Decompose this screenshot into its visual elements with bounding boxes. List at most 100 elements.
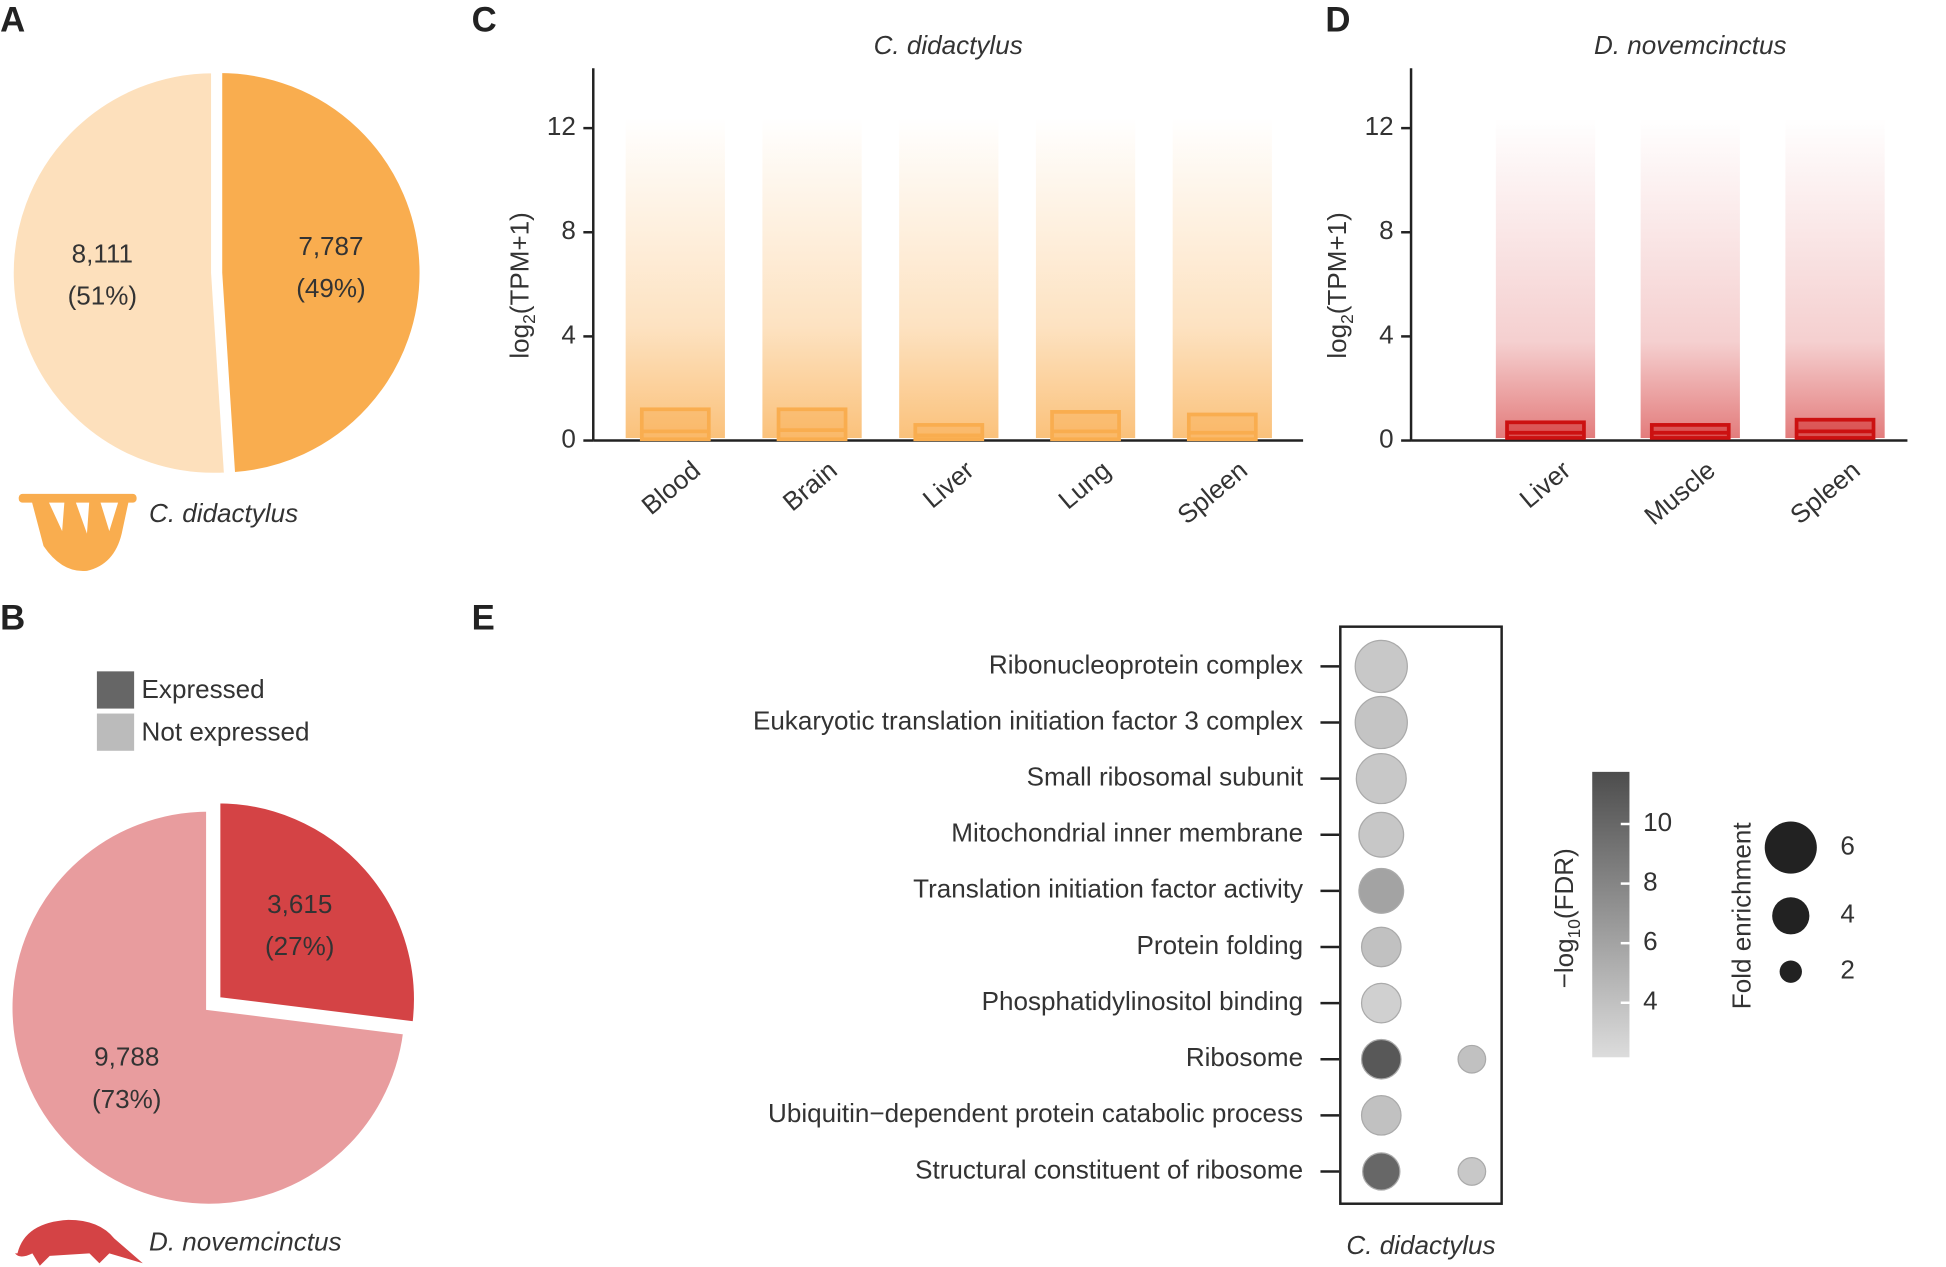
y-tick-label: 4 bbox=[1379, 319, 1394, 349]
label-sub: 10 bbox=[1563, 919, 1583, 938]
dot bbox=[1358, 811, 1405, 858]
y-tick-label: 12 bbox=[547, 111, 576, 141]
dot bbox=[1360, 982, 1402, 1024]
colorbar bbox=[1592, 771, 1630, 1058]
pie-slice bbox=[215, 798, 419, 1027]
legend-label: Not expressed bbox=[142, 716, 310, 746]
label-suffix: (TPM+1) bbox=[1322, 212, 1352, 314]
legend-label: Expressed bbox=[142, 674, 265, 704]
percent-label: (51%) bbox=[68, 281, 137, 311]
y-tick-label: 4 bbox=[561, 319, 576, 349]
label-sub: 2 bbox=[519, 314, 539, 324]
y-tick-label: 12 bbox=[1365, 111, 1394, 141]
point-cloud bbox=[1495, 117, 1596, 439]
x-tick-label: Spleen bbox=[1784, 455, 1865, 530]
label-text: log bbox=[1322, 324, 1352, 359]
armadillo-icon bbox=[14, 1219, 143, 1266]
y-tick-label: Translation initiation factor activity bbox=[913, 874, 1303, 904]
x-tick-label: Brain bbox=[777, 455, 843, 517]
box bbox=[1505, 420, 1586, 440]
y-tick-label: 8 bbox=[561, 215, 576, 245]
point-cloud bbox=[1640, 117, 1740, 439]
dot bbox=[1360, 1094, 1402, 1136]
pie-slice bbox=[8, 68, 230, 478]
chart-title: D. novemcinctus bbox=[1594, 30, 1787, 60]
size-legend-dot bbox=[1764, 821, 1817, 874]
size-legend-dot bbox=[1772, 897, 1810, 935]
chart-title: C. didactylus bbox=[874, 30, 1023, 60]
panel-letter: D bbox=[1325, 2, 1350, 40]
y-tick-label: 0 bbox=[561, 423, 576, 453]
box bbox=[776, 407, 848, 442]
box bbox=[1186, 412, 1258, 442]
dot bbox=[1358, 867, 1405, 914]
value-label: 8,111 bbox=[72, 238, 133, 268]
colorbar-tick-label: 6 bbox=[1643, 926, 1658, 956]
panel-letter: E bbox=[472, 600, 495, 638]
dot bbox=[1354, 639, 1408, 694]
y-tick-label: Mitochondrial inner membrane bbox=[951, 818, 1303, 848]
y-tick-label: Ribonucleoprotein complex bbox=[989, 649, 1303, 679]
box bbox=[1794, 417, 1876, 440]
value-label: 7,787 bbox=[298, 231, 363, 261]
dot bbox=[1360, 926, 1402, 968]
point-cloud bbox=[1785, 117, 1885, 439]
y-tick-label: Phosphatidylinositol binding bbox=[982, 986, 1303, 1016]
dot bbox=[1362, 1152, 1401, 1191]
x-tick-label: Blood bbox=[636, 455, 706, 521]
pie-slice bbox=[217, 68, 425, 478]
panel-letter: C bbox=[472, 2, 497, 40]
size-legend-label: 6 bbox=[1840, 830, 1855, 860]
y-tick-label: Small ribosomal subunit bbox=[1027, 761, 1304, 791]
colorbar-tick-label: 4 bbox=[1643, 986, 1658, 1016]
y-tick-label: Ribosome bbox=[1186, 1042, 1303, 1072]
y-tick-label: 8 bbox=[1379, 215, 1394, 245]
y-tick-label: Ubiquitin−dependent protein catabolic pr… bbox=[768, 1098, 1303, 1128]
x-tick-label: Spleen bbox=[1172, 455, 1253, 530]
label-sub: 2 bbox=[1336, 314, 1356, 324]
value-label: 3,615 bbox=[267, 889, 332, 919]
box bbox=[1050, 410, 1121, 442]
label-text: log bbox=[504, 324, 534, 359]
x-label: C. didactylus bbox=[1346, 1230, 1495, 1260]
axis-label: log2(TPM+1) bbox=[504, 212, 538, 358]
axis-label: log2(TPM+1) bbox=[1322, 212, 1356, 358]
point-cloud bbox=[762, 117, 862, 439]
label-suffix: (TPM+1) bbox=[504, 212, 534, 314]
percent-label: (27%) bbox=[265, 931, 334, 961]
sloth-icon bbox=[18, 493, 137, 572]
size-legend-label: 2 bbox=[1840, 955, 1855, 985]
axis-label: −log10(FDR) bbox=[1549, 848, 1583, 988]
legend-swatch bbox=[96, 713, 135, 751]
x-tick-label: Liver bbox=[917, 455, 980, 514]
size-legend-title: Fold enrichment bbox=[1726, 822, 1756, 1010]
dot bbox=[1354, 695, 1408, 750]
species-label: D. novemcinctus bbox=[149, 1226, 342, 1256]
point-cloud bbox=[625, 117, 725, 439]
y-tick-label: Structural constituent of ribosome bbox=[915, 1154, 1303, 1184]
value-label: 9,788 bbox=[94, 1042, 159, 1072]
panel-letter: B bbox=[0, 600, 25, 638]
colorbar-tick-label: 10 bbox=[1643, 807, 1672, 837]
point-cloud bbox=[1172, 117, 1272, 439]
x-tick-label: Liver bbox=[1514, 455, 1577, 514]
percent-label: (73%) bbox=[92, 1084, 161, 1114]
y-tick-label: Eukaryotic translation initiation factor… bbox=[753, 705, 1303, 735]
species-label: C. didactylus bbox=[149, 498, 298, 528]
dot bbox=[1360, 1038, 1402, 1080]
dot bbox=[1457, 1157, 1487, 1186]
size-legend-label: 4 bbox=[1840, 899, 1855, 929]
point-cloud bbox=[1035, 117, 1136, 439]
size-legend-dot bbox=[1779, 960, 1802, 983]
plot-frame bbox=[1339, 625, 1503, 1205]
box bbox=[639, 407, 711, 442]
y-tick-label: Protein folding bbox=[1137, 930, 1304, 960]
x-tick-label: Lung bbox=[1052, 455, 1116, 515]
pie-slice bbox=[7, 806, 409, 1209]
panel-letter: A bbox=[0, 2, 25, 40]
label-text: −log bbox=[1549, 938, 1579, 988]
percent-label: (49%) bbox=[296, 273, 365, 303]
x-tick-label: Muscle bbox=[1638, 455, 1720, 531]
dot bbox=[1355, 753, 1407, 805]
